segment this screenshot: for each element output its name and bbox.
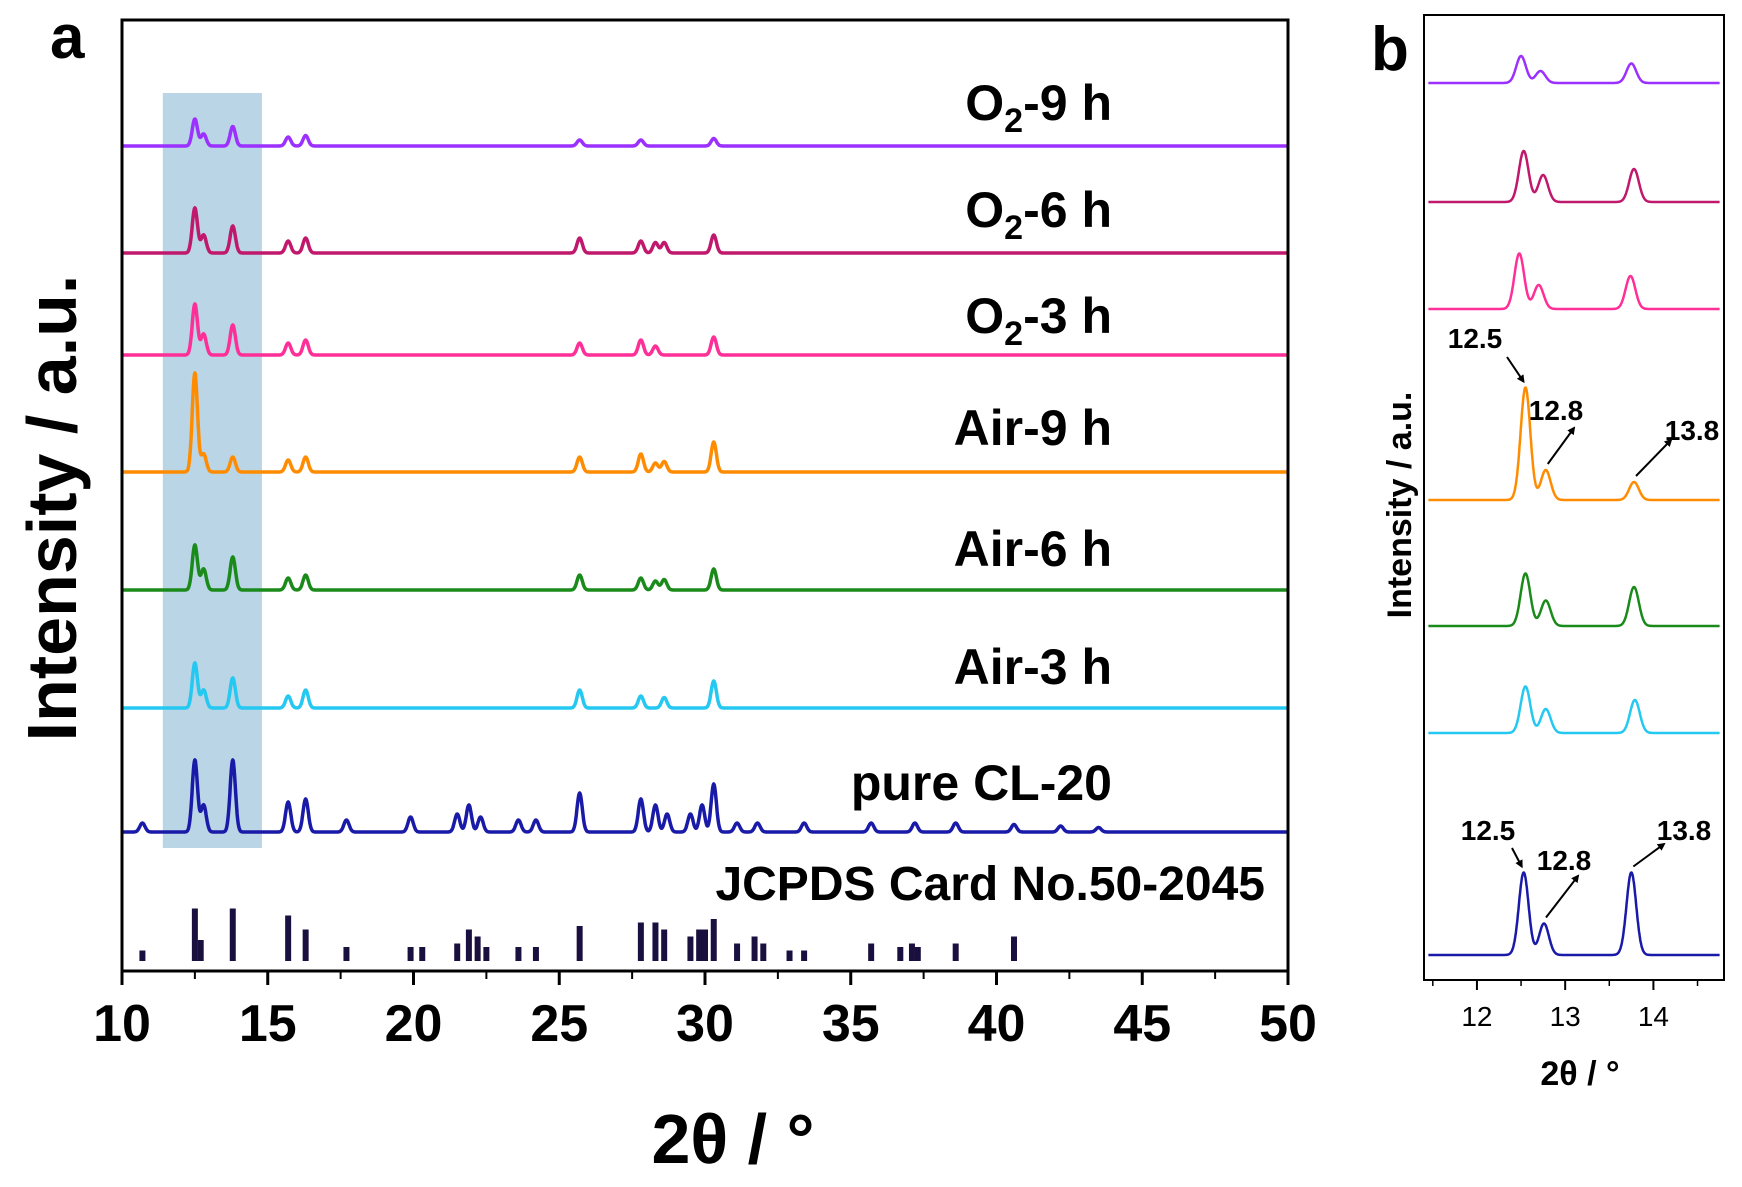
panel-b-letter: b xyxy=(1371,15,1409,84)
series-label-o2-9-h: O2-9 h xyxy=(965,75,1112,140)
series-label-main: O xyxy=(965,75,1004,131)
x-tick-label: 10 xyxy=(93,995,151,1053)
panel-b-x-ticks: 12 13 14 xyxy=(1432,980,1699,1032)
series-label-rest: -3 h xyxy=(1023,288,1112,344)
panel-b-peak-annotations: 12.5 12.8 13.8 12.5 12.8 13.8 xyxy=(1448,323,1720,919)
panel-a-series-group xyxy=(120,117,1290,834)
peak-annotation-arrow xyxy=(1506,356,1525,384)
peak-annotation-label: 12.5 xyxy=(1461,815,1516,846)
series-label-o2-6-h: O2-6 h xyxy=(965,182,1112,247)
peak-annotation-label: 12.5 xyxy=(1448,323,1503,354)
panel-b-x-axis-label: 2θ / ° xyxy=(1540,1055,1619,1093)
series-label-air-3-h: Air-3 h xyxy=(954,639,1112,695)
zoom-x-tick-label: 14 xyxy=(1638,1001,1669,1032)
x-tick-label: 15 xyxy=(239,995,297,1053)
x-tick-label: 25 xyxy=(530,995,588,1053)
series-label-subscript: 2 xyxy=(1004,102,1023,140)
x-tick-label: 35 xyxy=(822,995,880,1053)
zoom-series-line-o2-3-h xyxy=(1427,252,1721,311)
zoom-series-line-o2-9-h xyxy=(1427,54,1721,85)
panel-b-series-group xyxy=(1427,54,1721,957)
series-label-rest: -6 h xyxy=(1023,182,1112,238)
series-label-air-9-h: Air-9 h xyxy=(954,400,1112,456)
series-line-pure-cl-20 xyxy=(120,758,1290,834)
peak-annotation-label: 12.8 xyxy=(1529,395,1584,426)
x-tick-label: 30 xyxy=(676,995,734,1053)
zoom-x-tick-label: 12 xyxy=(1461,1001,1492,1032)
x-tick-label: 20 xyxy=(385,995,443,1053)
series-label-main: Air-3 h xyxy=(954,639,1112,695)
series-label-main: O xyxy=(965,182,1004,238)
series-label-main: Air-9 h xyxy=(954,400,1112,456)
panel-b-plot-frame xyxy=(1423,14,1725,981)
series-label-pure-cl-20: pure CL-20 xyxy=(851,755,1112,811)
panel-b-y-axis-label: Intensity / a.u. xyxy=(1381,392,1419,619)
series-line-o2-3-h xyxy=(120,302,1290,357)
series-label-subscript: 2 xyxy=(1004,209,1023,247)
peak-annotation-label: 12.8 xyxy=(1537,845,1592,876)
zoom-series-line-pure-cl-20 xyxy=(1427,871,1721,957)
peak-annotation-arrow xyxy=(1546,426,1576,465)
peak-annotation-arrow xyxy=(1635,438,1673,477)
x-tick-label: 50 xyxy=(1259,995,1317,1053)
series-label-o2-3-h: O2-3 h xyxy=(965,288,1112,353)
panel-a-letter: a xyxy=(50,3,85,72)
peak-annotation-label: 13.8 xyxy=(1665,415,1720,446)
series-label-main: Air-6 h xyxy=(954,521,1112,577)
zoom-series-line-air-3-h xyxy=(1427,685,1721,735)
x-tick-label: 45 xyxy=(1113,995,1171,1053)
panel-a-x-ticks: 10 15 20 25 30 35 40 45 50 xyxy=(93,971,1317,1053)
series-line-air-6-h xyxy=(120,543,1290,592)
zoom-series-line-air-9-h xyxy=(1427,386,1721,502)
panel-a: 10 15 20 25 30 35 40 45 50 O2-9 hO2-6 hO2-3 hAir… xyxy=(13,3,1317,1178)
series-label-air-6-h: Air-6 h xyxy=(954,521,1112,577)
series-line-o2-6-h xyxy=(120,206,1290,255)
series-line-o2-9-h xyxy=(120,117,1290,148)
series-label-subscript: 2 xyxy=(1004,315,1023,353)
panel-a-x-axis-label-text: 2θ / ° xyxy=(651,1100,814,1178)
series-label-rest: -9 h xyxy=(1023,75,1112,131)
peak-annotation-label: 13.8 xyxy=(1657,815,1712,846)
zoom-series-line-o2-6-h xyxy=(1427,149,1721,204)
panel-a-plot-frame xyxy=(120,18,1290,973)
panel-a-y-axis-label: Intensity / a.u. xyxy=(13,275,91,742)
series-line-air-3-h xyxy=(120,661,1290,710)
x-tick-label: 40 xyxy=(968,995,1026,1053)
zoom-x-tick-label: 13 xyxy=(1550,1001,1581,1032)
reference-sticks-group xyxy=(139,908,1017,961)
panel-b: 12.5 12.8 13.8 12.5 12.8 13.8 12 13 14 b 2θ / °… xyxy=(1371,14,1725,1093)
peak-annotation-arrow xyxy=(1632,842,1666,868)
reference-label: JCPDS Card No.50-2045 xyxy=(715,858,1265,911)
peak-annotation-arrow xyxy=(1545,874,1580,919)
peak-annotation-arrow xyxy=(1511,847,1523,869)
zoom-series-line-air-6-h xyxy=(1427,572,1721,628)
series-label-main: O xyxy=(965,288,1004,344)
series-label-main: pure CL-20 xyxy=(851,755,1112,811)
series-line-air-9-h xyxy=(120,371,1290,474)
panel-a-x-axis-label: 2θ / ° xyxy=(651,1100,814,1178)
